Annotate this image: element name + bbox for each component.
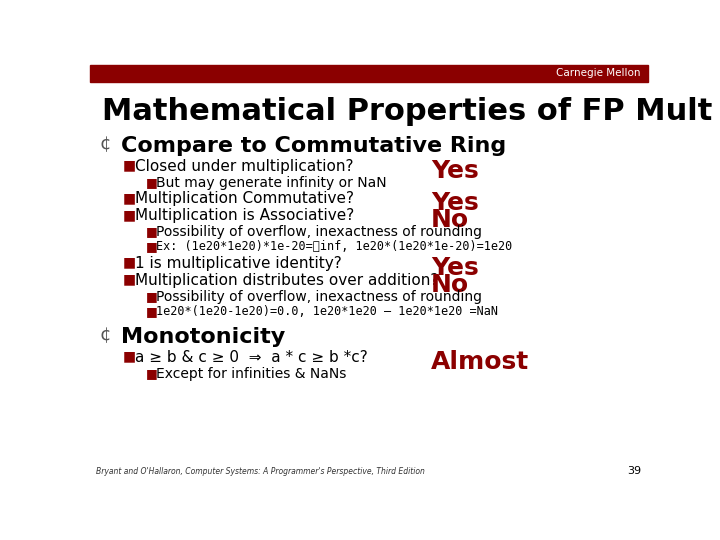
Text: Possibility of overflow, inexactness of rounding: Possibility of overflow, inexactness of …	[156, 289, 482, 303]
Text: 1 is multiplicative identity?: 1 is multiplicative identity?	[135, 256, 342, 271]
Text: Multiplication Commutative?: Multiplication Commutative?	[135, 191, 354, 206]
Text: But may generate infinity or NaN: But may generate infinity or NaN	[156, 176, 387, 190]
Text: Ex: (1e20*1e20)*1e-20=​inf, 1e20*(1e20*1e-20)=1e20: Ex: (1e20*1e20)*1e-20=​inf, 1e20*(1e20*1…	[156, 240, 512, 253]
Text: ■: ■	[145, 240, 158, 253]
Text: Yes: Yes	[431, 256, 479, 280]
Text: No: No	[431, 273, 469, 296]
Text: ■: ■	[122, 273, 135, 287]
Text: ■: ■	[122, 191, 135, 205]
Text: ■: ■	[122, 159, 135, 173]
Text: 39: 39	[628, 466, 642, 476]
Text: Yes: Yes	[431, 159, 479, 183]
Text: Compare to Commutative Ring: Compare to Commutative Ring	[121, 136, 506, 156]
Text: Multiplication distributes over addition?: Multiplication distributes over addition…	[135, 273, 438, 288]
Text: a ≥ b & c ≥ 0  ⇒  a * c ≥ b *c?: a ≥ b & c ≥ 0 ⇒ a * c ≥ b *c?	[135, 350, 368, 364]
Text: ■: ■	[122, 208, 135, 222]
Text: ■: ■	[145, 225, 158, 238]
Text: Bryant and O'Hallaron, Computer Systems: A Programmer's Perspective, Third Editi: Bryant and O'Hallaron, Computer Systems:…	[96, 467, 425, 476]
Text: 1e20*(1e20-1e20)=0.0, 1e20*1e20 – 1e20*1e20 =NaN: 1e20*(1e20-1e20)=0.0, 1e20*1e20 – 1e20*1…	[156, 305, 498, 318]
Text: ¢: ¢	[99, 327, 111, 345]
Text: ¢: ¢	[99, 136, 111, 154]
Text: Closed under multiplication?: Closed under multiplication?	[135, 159, 354, 174]
Text: Monotonicity: Monotonicity	[121, 327, 285, 347]
Text: ■: ■	[145, 289, 158, 302]
Text: Possibility of overflow, inexactness of rounding: Possibility of overflow, inexactness of …	[156, 225, 482, 239]
Text: Except for infinities & NaNs: Except for infinities & NaNs	[156, 367, 346, 381]
Text: ■: ■	[145, 176, 158, 188]
Text: Multiplication is Associative?: Multiplication is Associative?	[135, 208, 354, 223]
Text: ■: ■	[145, 305, 158, 318]
Text: Mathematical Properties of FP Mult: Mathematical Properties of FP Mult	[102, 97, 713, 126]
Text: Yes: Yes	[431, 191, 479, 215]
Text: ■: ■	[122, 256, 135, 270]
Text: ■: ■	[122, 350, 135, 364]
Text: ■: ■	[145, 367, 158, 380]
Bar	[90, 65, 648, 82]
Text: No: No	[431, 208, 469, 232]
Text: Carnegie Mellon: Carnegie Mellon	[556, 68, 640, 78]
Text: Almost: Almost	[431, 350, 529, 374]
